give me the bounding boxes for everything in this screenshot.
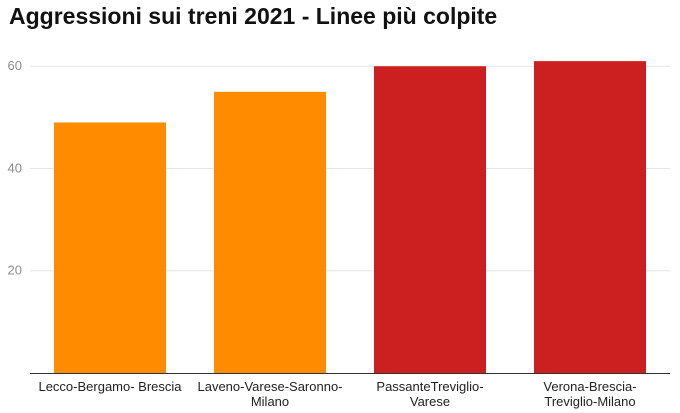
chart-title: Aggressioni sui treni 2021 - Linee più c…: [9, 3, 498, 29]
y-tick-label: 20: [8, 263, 22, 278]
x-category-label-line: PassanteTreviglio-: [376, 379, 483, 394]
bar-2: [214, 91, 326, 374]
bar-1: [54, 122, 166, 373]
y-tick-label: 60: [8, 58, 22, 73]
x-category-label-line: Verona-Brescia-: [543, 379, 636, 394]
x-category-label-line: Milano: [251, 394, 289, 409]
x-category-label-line: Varese: [410, 394, 450, 409]
bar-3: [374, 66, 486, 374]
x-category-label: Verona-Brescia-Treviglio-Milano: [543, 379, 636, 409]
x-category-label-line: Laveno-Varese-Saronno-: [197, 379, 342, 394]
bar-4: [534, 61, 646, 373]
x-category-label-line: Treviglio-Milano: [544, 394, 635, 409]
bars: [54, 61, 646, 374]
x-category-label: Lecco-Bergamo- Brescia: [38, 379, 182, 394]
x-axis-labels: Lecco-Bergamo- Brescia Laveno-Varese-Saro…: [38, 379, 636, 409]
y-tick-label: 40: [8, 160, 22, 175]
y-axis-ticks: 20 40 60: [8, 58, 22, 278]
x-category-label-line: Lecco-Bergamo- Brescia: [38, 379, 182, 394]
x-category-label: Laveno-Varese-Saronno-Milano: [197, 379, 342, 409]
x-category-label: PassanteTreviglio-Varese: [376, 379, 483, 409]
